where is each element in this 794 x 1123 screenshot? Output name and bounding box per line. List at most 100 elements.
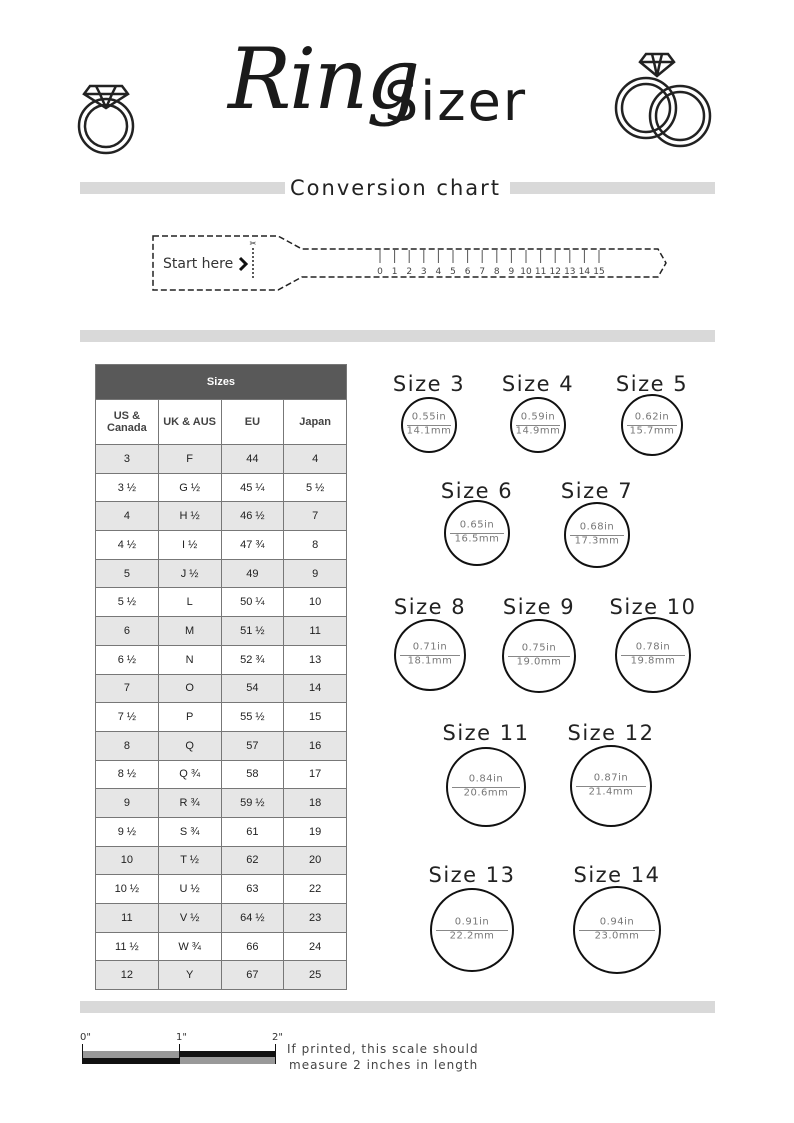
table-cell: Q — [157, 730, 222, 761]
ring-size-circle: 0.75in 19.0mm — [502, 619, 576, 693]
table-cell: 10 ½ — [95, 874, 159, 904]
table-cell: 10 — [95, 845, 159, 876]
table-cell: 45 ¼ — [220, 472, 285, 503]
ruler-tick-label: 15 — [593, 267, 604, 277]
diameter-inches: 0.71in — [412, 641, 448, 653]
diameter-line — [452, 787, 520, 788]
ring-size-circle: 0.68in 17.3mm — [564, 502, 630, 568]
diamond-ring-icon — [77, 84, 135, 155]
size-label: Size 13 — [428, 863, 516, 887]
diameter-mm: 18.1mm — [407, 655, 453, 667]
table-cell: 64 ½ — [220, 903, 285, 933]
table-cell: H ½ — [157, 501, 222, 532]
size-label: Size 4 — [501, 372, 575, 396]
diameter-inches: 0.75in — [521, 642, 557, 654]
table-cell: 4 — [95, 501, 159, 532]
ruler-tick-label: 2 — [406, 267, 412, 277]
table-cell: 11 — [95, 903, 159, 933]
table-cell: S ¾ — [157, 816, 222, 847]
diameter-inches: 0.78in — [635, 641, 671, 653]
diameter-mm: 22.2mm — [449, 930, 495, 942]
table-cell: 14 — [283, 673, 347, 704]
scale-mark: 1" — [176, 1032, 187, 1043]
table-cell: 52 ¾ — [220, 644, 285, 675]
table-cell: N — [157, 644, 222, 675]
size-label: Size 10 — [609, 595, 697, 619]
wedding-rings-icon — [614, 52, 712, 148]
diameter-line — [436, 930, 508, 931]
size-label: Size 6 — [440, 479, 514, 503]
table-cell: 19 — [283, 816, 347, 847]
ring-size-circle: 0.62in 15.7mm — [621, 394, 683, 456]
title-script: Ring — [228, 30, 420, 128]
ruler-tick-label: 0 — [377, 267, 383, 277]
scale-note: If printed, this scale should measure 2 … — [287, 1041, 479, 1073]
diameter-line — [508, 656, 570, 657]
table-row: 10 T ½ 62 20 — [95, 845, 347, 876]
table-cell: U ½ — [157, 874, 222, 904]
divider — [80, 182, 285, 194]
diameter-inches: 0.91in — [454, 916, 490, 928]
ring-size-circle: 0.78in 19.8mm — [615, 617, 691, 693]
table-cell: 10 — [283, 587, 347, 618]
table-row: 5 ½ L 50 ¼ 10 — [95, 587, 347, 618]
table-cell: 8 ½ — [95, 759, 159, 790]
table-cell: P — [157, 702, 222, 732]
ruler-tick-label: 5 — [450, 267, 456, 277]
ring-size-circle: 0.59in 14.9mm — [510, 397, 566, 453]
column-header: US & Canada — [95, 399, 159, 445]
table-cell: 67 — [220, 960, 285, 991]
size-label: Size 12 — [567, 721, 655, 745]
table-cell: 16 — [283, 730, 347, 761]
size-label: Size 8 — [393, 595, 467, 619]
size-conversion-table: Sizes US & Canada UK & AUS EU Japan 3 F 44… — [95, 364, 347, 991]
table-cell: 47 ¾ — [220, 530, 285, 560]
diameter-mm: 19.0mm — [516, 656, 562, 668]
column-header: UK & AUS — [157, 399, 222, 445]
ruler-tick-label: 10 — [520, 267, 532, 277]
diameter-inches: 0.55in — [411, 411, 447, 423]
table-cell: 13 — [283, 644, 347, 675]
table-cell: F — [157, 444, 222, 474]
table-cell: 6 — [95, 616, 159, 646]
table-cell: 15 — [283, 702, 347, 732]
table-cell: Y — [157, 960, 222, 991]
subtitle: Conversion chart — [290, 176, 502, 200]
scale-mark: 0" — [80, 1032, 91, 1043]
ruler-tick-label: 13 — [564, 267, 575, 277]
diameter-inches: 0.94in — [599, 916, 635, 928]
diameter-mm: 15.7mm — [629, 425, 675, 437]
table-row: 12 Y 67 25 — [95, 960, 347, 991]
table-cell: 3 ½ — [95, 472, 159, 503]
table-cell: 61 — [220, 816, 285, 847]
divider — [80, 1001, 715, 1013]
table-cell: 7 — [283, 501, 347, 532]
table-cell: L — [157, 587, 222, 618]
column-header: Japan — [283, 399, 347, 445]
table-cell: I ½ — [157, 530, 222, 560]
table-cell: 25 — [283, 960, 347, 991]
table-cell: 9 — [95, 788, 159, 818]
diameter-line — [570, 535, 624, 536]
table-cell: 11 ½ — [95, 931, 159, 962]
table-cell: 5 — [95, 558, 159, 589]
table-cell: 20 — [283, 845, 347, 876]
diameter-inches: 0.68in — [579, 521, 615, 533]
title-main: Sizer — [384, 70, 528, 133]
diameter-mm: 21.4mm — [588, 786, 634, 798]
table-cell: 8 — [95, 730, 159, 761]
table-cell: G ½ — [157, 472, 222, 503]
table-cell: 22 — [283, 874, 347, 904]
table-cell: R ¾ — [157, 788, 222, 818]
table-cell: 5 ½ — [283, 472, 347, 503]
table-cell: 6 ½ — [95, 644, 159, 675]
diameter-mm: 16.5mm — [454, 533, 500, 545]
diameter-line — [579, 930, 655, 931]
table-cell: W ¾ — [157, 931, 222, 962]
diameter-line — [407, 425, 451, 426]
table-row: 8 Q 57 16 — [95, 730, 347, 761]
